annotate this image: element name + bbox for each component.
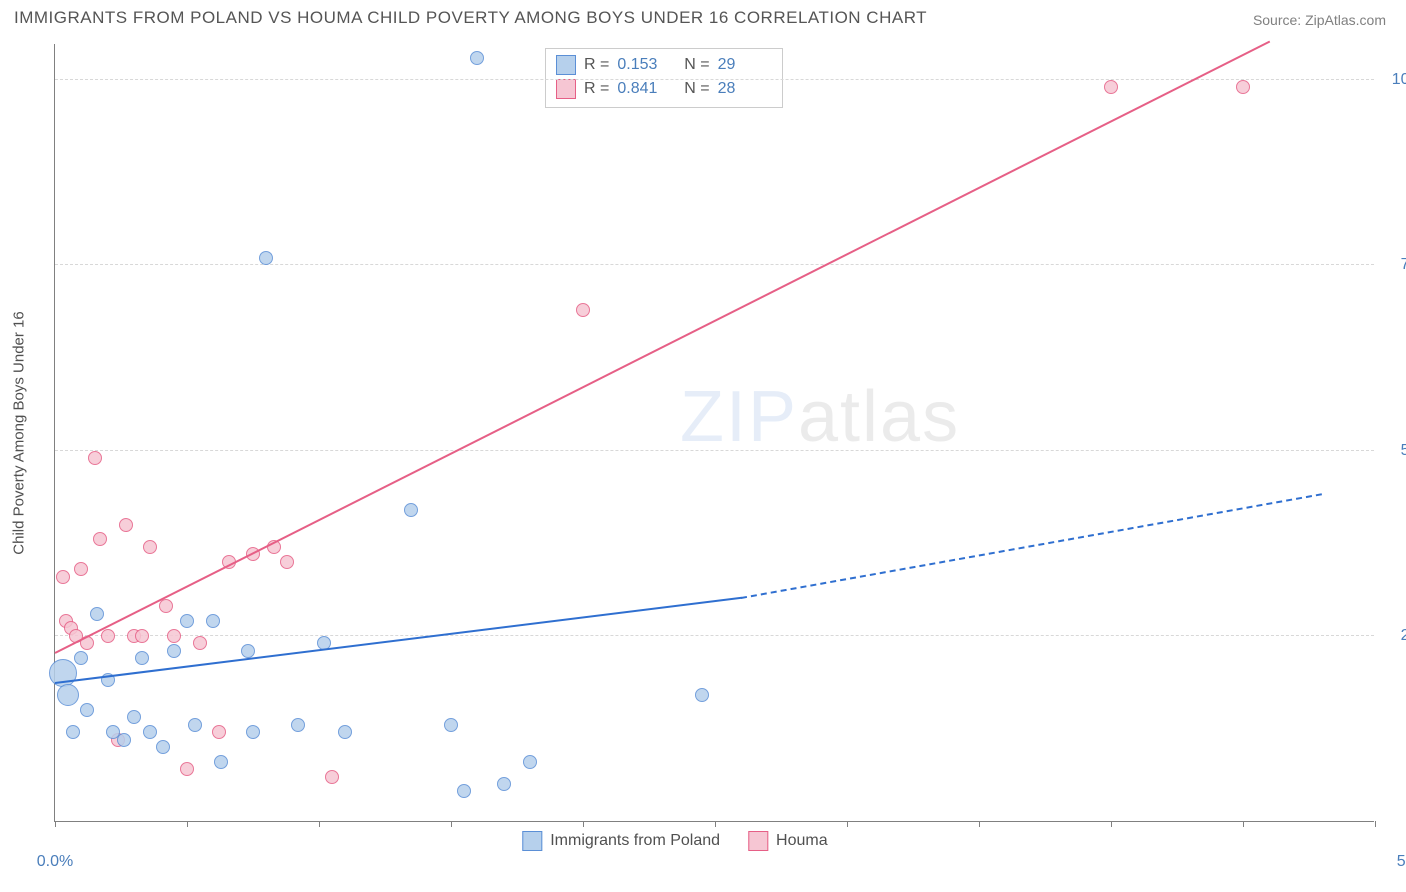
data-point bbox=[695, 688, 709, 702]
x-tick-label: 50.0% bbox=[1397, 853, 1406, 871]
data-point bbox=[135, 629, 149, 643]
y-axis-label: Child Poverty Among Boys Under 16 bbox=[11, 311, 28, 554]
x-tick bbox=[187, 821, 188, 827]
x-tick bbox=[55, 821, 56, 827]
data-point bbox=[135, 651, 149, 665]
data-point bbox=[188, 718, 202, 732]
data-point bbox=[167, 629, 181, 643]
data-point bbox=[338, 725, 352, 739]
data-point bbox=[497, 777, 511, 791]
source-attribution: Source: ZipAtlas.com bbox=[1253, 12, 1386, 28]
gridline bbox=[55, 79, 1374, 80]
data-point bbox=[143, 725, 157, 739]
data-point bbox=[101, 629, 115, 643]
gridline bbox=[55, 635, 1374, 636]
chart-plot-area: Child Poverty Among Boys Under 16 ZIPatl… bbox=[54, 44, 1374, 822]
y-tick-label: 100.0% bbox=[1382, 71, 1406, 89]
x-tick bbox=[715, 821, 716, 827]
data-point bbox=[57, 684, 79, 706]
data-point bbox=[291, 718, 305, 732]
data-point bbox=[156, 740, 170, 754]
data-point bbox=[119, 518, 133, 532]
data-point bbox=[1236, 80, 1250, 94]
data-point bbox=[180, 762, 194, 776]
x-tick bbox=[451, 821, 452, 827]
trend-line bbox=[55, 597, 742, 684]
data-point bbox=[193, 636, 207, 650]
data-point bbox=[212, 725, 226, 739]
watermark: ZIPatlas bbox=[680, 376, 960, 458]
data-point bbox=[56, 570, 70, 584]
data-point bbox=[93, 532, 107, 546]
legend-swatch bbox=[556, 79, 576, 99]
data-point bbox=[214, 755, 228, 769]
trend-line bbox=[741, 493, 1322, 599]
x-tick bbox=[1243, 821, 1244, 827]
data-point bbox=[523, 755, 537, 769]
data-point bbox=[444, 718, 458, 732]
x-tick bbox=[1375, 821, 1376, 827]
data-point bbox=[74, 562, 88, 576]
data-point bbox=[404, 503, 418, 517]
data-point bbox=[470, 51, 484, 65]
x-tick bbox=[979, 821, 980, 827]
data-point bbox=[74, 651, 88, 665]
data-point bbox=[167, 644, 181, 658]
data-point bbox=[1104, 80, 1118, 94]
data-point bbox=[127, 710, 141, 724]
legend-item: Immigrants from Poland bbox=[522, 831, 720, 851]
data-point bbox=[66, 725, 80, 739]
data-point bbox=[246, 725, 260, 739]
data-point bbox=[457, 784, 471, 798]
data-point bbox=[576, 303, 590, 317]
data-point bbox=[259, 251, 273, 265]
legend-row: R =0.841 N =28 bbox=[556, 77, 768, 101]
x-tick bbox=[583, 821, 584, 827]
series-legend: Immigrants from Poland Houma bbox=[522, 831, 827, 851]
data-point bbox=[143, 540, 157, 554]
y-tick-label: 50.0% bbox=[1382, 442, 1406, 460]
legend-item: Houma bbox=[748, 831, 828, 851]
data-point bbox=[117, 733, 131, 747]
y-tick-label: 75.0% bbox=[1382, 256, 1406, 274]
correlation-legend: R =0.153 N =29R =0.841 N =28 bbox=[545, 48, 783, 108]
legend-swatch bbox=[556, 55, 576, 75]
x-tick bbox=[1111, 821, 1112, 827]
x-tick bbox=[847, 821, 848, 827]
data-point bbox=[206, 614, 220, 628]
data-point bbox=[325, 770, 339, 784]
chart-title: IMMIGRANTS FROM POLAND VS HOUMA CHILD PO… bbox=[14, 8, 927, 28]
gridline bbox=[55, 450, 1374, 451]
legend-swatch bbox=[748, 831, 768, 851]
legend-swatch bbox=[522, 831, 542, 851]
data-point bbox=[280, 555, 294, 569]
x-tick bbox=[319, 821, 320, 827]
data-point bbox=[80, 703, 94, 717]
gridline bbox=[55, 264, 1374, 265]
data-point bbox=[88, 451, 102, 465]
x-tick-label: 0.0% bbox=[37, 853, 73, 871]
data-point bbox=[159, 599, 173, 613]
trend-line bbox=[55, 41, 1270, 654]
legend-row: R =0.153 N =29 bbox=[556, 53, 768, 77]
data-point bbox=[241, 644, 255, 658]
data-point bbox=[180, 614, 194, 628]
y-tick-label: 25.0% bbox=[1382, 627, 1406, 645]
data-point bbox=[90, 607, 104, 621]
